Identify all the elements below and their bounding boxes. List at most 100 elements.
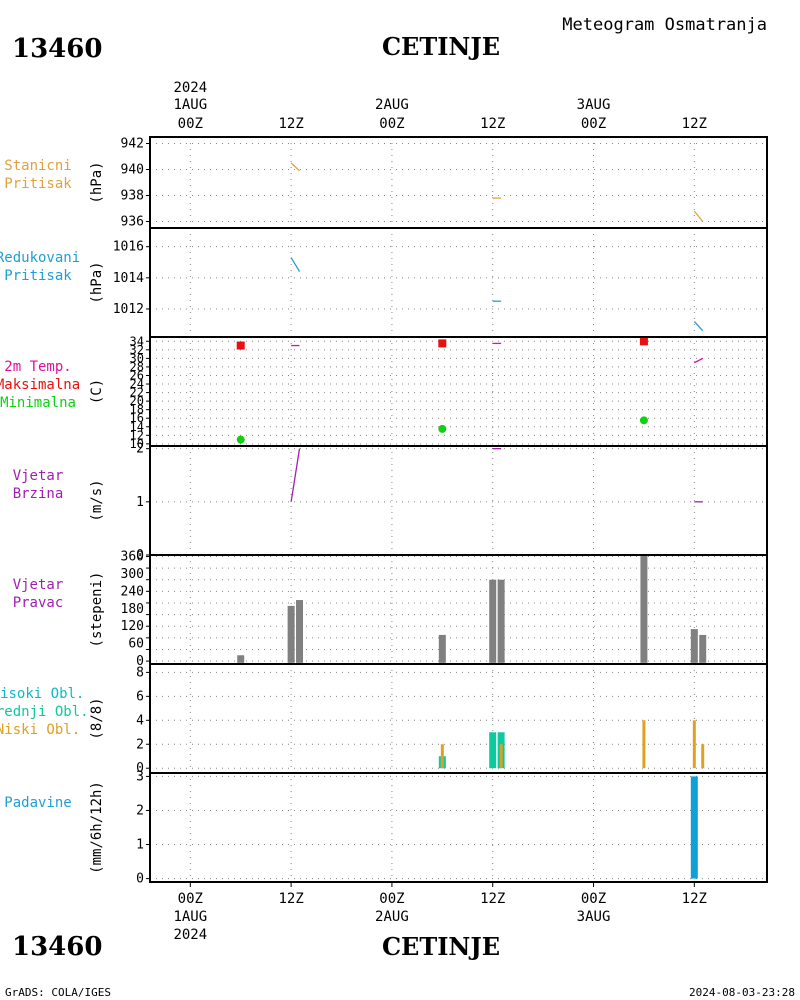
y-tick-label: 240	[121, 584, 144, 599]
panel-legend-label: Visoki Obl.	[0, 686, 84, 702]
panel-frame	[149, 772, 768, 883]
panel-legend-label: Vjetar	[13, 577, 64, 593]
data-line-segment	[693, 210, 704, 222]
bottom-hour-label: 12Z	[480, 891, 505, 907]
y-tick-label: 0	[136, 872, 144, 887]
panel-legend-label: Pritisak	[4, 176, 72, 192]
panel-legend-label: Redukovani	[0, 250, 80, 266]
y-tick-label: 10	[130, 437, 144, 451]
y-tick-label: 936	[121, 215, 144, 230]
panel-legend-label: Minimalna	[0, 395, 76, 411]
y-tick-label: 26	[130, 368, 144, 382]
panel-reduced_pressure: 1012 1014 1016 (hPa) Redukovani Pritisak	[0, 227, 768, 338]
y-tick-label: 4	[136, 713, 144, 728]
wind-direction-bar	[287, 605, 295, 663]
y-tick-label: 2	[136, 803, 144, 818]
y-tick-label: 30	[130, 351, 144, 365]
station-id-top: 13460	[12, 34, 102, 64]
bottom-date-label: 1AUG	[173, 909, 207, 925]
station-name-bottom: CETINJE	[382, 932, 500, 961]
y-tick-label: 300	[121, 567, 144, 582]
panel-clouds: 0 2 4 6 8 (8/8) Visoki Obl. Srednji Obl. Niski O…	[0, 663, 768, 776]
low-cloud-bar	[692, 720, 696, 769]
panel-legend-label: Maksimalna	[0, 377, 80, 393]
panel-legend-label: Stanicni	[4, 158, 71, 174]
tmin-marker	[639, 416, 648, 425]
panel-legend-label: Brzina	[13, 486, 64, 502]
wind-direction-bar	[489, 579, 497, 663]
wind-direction-bar	[699, 634, 707, 663]
y-tick-label: 1	[136, 495, 144, 510]
tmin-marker	[438, 424, 447, 433]
low-cloud-bar	[642, 720, 646, 769]
panel-legend-label: Vjetar	[13, 468, 64, 484]
station-id-bottom: 13460	[12, 932, 102, 962]
top-date-label: 3AUG	[577, 97, 611, 113]
timestamp-label: 2024-08-03-23:28	[689, 986, 795, 999]
top-hour-label: 12Z	[278, 116, 303, 132]
y-tick-label: 0	[136, 654, 144, 669]
y-tick-label: 938	[121, 189, 144, 204]
panel-legend-label: Pravac	[13, 595, 64, 611]
bottom-date-label: 3AUG	[577, 909, 611, 925]
y-tick-label: 0	[136, 761, 144, 776]
y-tick-label: 360	[121, 549, 144, 564]
bottom-year-label: 2024	[173, 927, 207, 943]
top-hour-label: 00Z	[178, 116, 203, 132]
bottom-date-label: 2AUG	[375, 909, 409, 925]
y-tick-label: 180	[121, 602, 144, 617]
y-tick-label: 1	[136, 838, 144, 853]
y-axis-label: (hPa)	[89, 161, 105, 203]
y-tick-label: 8	[136, 665, 144, 680]
wind-direction-bar	[237, 655, 245, 663]
low-cloud-bar	[440, 744, 444, 769]
bottom-hour-label: 00Z	[178, 891, 203, 907]
panel-legend-label: Pritisak	[4, 268, 72, 284]
y-tick-label: 6	[136, 689, 144, 704]
panel-precipitation: 0 1 2 3 (mm/6h/12h) Padavine	[4, 769, 768, 887]
data-line-segment	[290, 257, 301, 272]
y-tick-label: 0	[136, 548, 144, 563]
low-cloud-bar	[499, 744, 503, 769]
y-tick-label: 24	[130, 377, 144, 391]
y-axis-label: (8/8)	[89, 697, 105, 739]
bottom-hour-label: 12Z	[278, 891, 303, 907]
y-tick-label: 1012	[113, 302, 144, 317]
data-line-segment	[693, 320, 704, 332]
panel-legend-label: Padavine	[4, 795, 71, 811]
y-tick-label: 18	[130, 403, 144, 417]
y-axis-label: (C)	[89, 379, 105, 404]
y-tick-label: 942	[121, 137, 144, 152]
low-cloud-bar	[701, 744, 705, 769]
y-axis-label: (stepeni)	[89, 572, 105, 648]
y-tick-label: 28	[130, 360, 144, 374]
top-date-label: 1AUG	[173, 97, 207, 113]
top-hour-label: 12Z	[682, 116, 707, 132]
wind-direction-bar	[296, 600, 304, 663]
top-year-label: 2024	[173, 80, 207, 96]
product-title: Meteogram Osmatranja	[562, 15, 767, 35]
top-hour-label: 00Z	[581, 116, 606, 132]
y-tick-label: 940	[121, 163, 144, 178]
data-line-segment	[694, 357, 704, 364]
station-name-top: CETINJE	[382, 32, 500, 61]
panel-legend-label: 2m Temp.	[4, 359, 71, 375]
wind-direction-bar	[438, 634, 446, 663]
bottom-time-axis: 00Z 1AUG 2024 12Z 00Z 2AUG 12Z 00Z 3AUG 12Z	[173, 882, 707, 943]
tmax-marker	[236, 341, 245, 350]
mid-cloud-bar	[489, 732, 497, 769]
y-tick-label: 60	[128, 637, 144, 652]
panel-legend-label: Srednji Obl.	[0, 704, 89, 720]
data-line-segment	[290, 448, 301, 502]
tmax-marker	[639, 337, 648, 346]
y-tick-label: 1014	[113, 271, 144, 286]
y-tick-label: 2	[136, 737, 144, 752]
panel-frame	[149, 663, 768, 774]
y-tick-label: 32	[130, 343, 144, 357]
bottom-hour-label: 00Z	[379, 891, 404, 907]
y-tick-label: 22	[130, 386, 144, 400]
y-axis-label: (hPa)	[89, 261, 105, 303]
y-axis-label: (m/s)	[89, 479, 105, 521]
